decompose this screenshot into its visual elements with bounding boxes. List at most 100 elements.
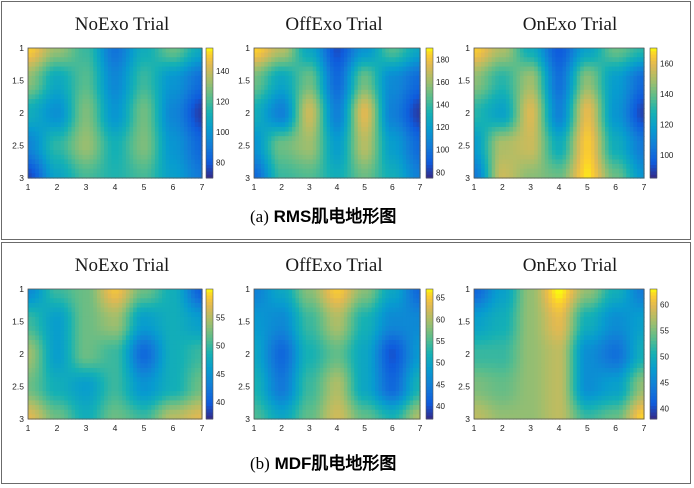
heatmap-cell [264,113,269,119]
heatmap-cell [100,340,105,346]
colorbar-tick-label: 80 [436,168,445,177]
heatmap-cell [527,75,532,82]
heatmap-cell [151,48,156,54]
heatmap-cell [129,164,134,170]
heatmap-cell [413,150,418,156]
heatmap-cell [295,122,300,128]
heatmap-cell [194,150,199,156]
heatmap-cell [633,168,638,174]
heatmap-cell [612,71,617,77]
heatmap-cell [104,316,109,323]
heatmap-cell [495,145,500,151]
heatmap-cell [541,168,546,174]
heatmap-cell [305,85,310,91]
heatmap-cell [151,326,156,332]
colorbar-segment [650,54,657,59]
heatmap-cell [601,57,606,63]
heatmap-cell [541,103,546,109]
heatmap-cell [86,145,91,151]
heatmap-cell [75,312,80,318]
heatmap-cell [340,71,345,77]
heatmap-cell [488,85,493,91]
heatmap-cell [590,164,596,170]
heatmap-cell [347,140,352,147]
heatmap-cell [551,150,557,156]
heatmap-cell [555,131,560,137]
heatmap-cell [330,52,335,58]
heatmap-cell [502,159,507,165]
heatmap-cell [502,99,507,105]
heatmap-cell [530,159,535,165]
x-tick-label: 6 [171,182,176,192]
heatmap-cell [330,71,335,77]
heatmap-cell [413,80,418,86]
heatmap-cell [78,136,83,142]
heatmap-cell [502,131,507,137]
heatmap-cell [392,99,397,105]
heatmap-cell [537,80,542,86]
heatmap-cell [162,302,167,309]
heatmap-cell [111,122,116,128]
heatmap-cell [75,316,80,323]
heatmap-cell [122,75,127,82]
heatmap-cell [295,85,300,91]
heatmap-cell [144,330,149,337]
heatmap-cell [537,150,542,156]
heatmap-cell [541,94,546,100]
heatmap-cell [82,113,87,119]
heatmap-cell [298,75,304,82]
heatmap-cell [305,57,310,63]
heatmap-cell [636,140,642,147]
heatmap-cell [601,159,606,165]
colorbar-segment [650,135,657,140]
heatmap-cell [122,173,127,179]
heatmap-cell [133,71,138,77]
heatmap-cell [305,108,310,114]
heatmap-cell [67,349,73,355]
heatmap-cell [619,117,624,123]
heatmap-cell [316,66,321,72]
heatmap-cell [368,75,373,82]
heatmap-cell [60,131,65,137]
heatmap-cell [587,103,592,109]
heatmap-cell [615,173,620,179]
heatmap-cell [337,108,342,114]
heatmap-cell [78,154,83,161]
heatmap-cell [385,117,390,123]
heatmap-cell [133,298,138,304]
heatmap-cell [147,298,152,304]
heatmap-cell [350,52,355,58]
heatmap-cell [104,150,109,156]
heatmap-cell [361,80,366,86]
heatmap-cell [176,349,181,355]
heatmap-cell [406,140,411,147]
heatmap-cell [104,131,109,137]
colorbar-tick-label: 140 [436,101,450,110]
heatmap-cell [35,363,40,369]
heatmap-cell [523,159,528,165]
heatmap-cell [154,330,160,337]
heatmap-cell [409,75,414,82]
heatmap-cell [323,164,328,170]
heatmap-cell [350,66,355,72]
heatmap-cell [89,159,94,165]
heatmap-cell [316,173,321,179]
colorbar-segment [650,90,657,94]
heatmap-cell [371,71,376,77]
heatmap-cell [347,154,352,161]
heatmap-cell [267,159,272,165]
heatmap-cell [608,168,613,174]
heatmap-cell [176,48,181,54]
heatmap-cell [343,94,348,100]
heatmap-cell [78,321,83,327]
heatmap-cell [548,154,553,161]
heatmap-cell [484,173,489,179]
heatmap-cell [53,57,58,63]
heatmap-cell [416,168,421,174]
heatmap-cell [180,312,185,318]
colorbar-segment [206,139,213,143]
heatmap-cell [136,302,141,309]
heatmap-cell [147,94,152,100]
heatmap-cell [158,168,163,174]
heatmap-cell [260,66,265,72]
